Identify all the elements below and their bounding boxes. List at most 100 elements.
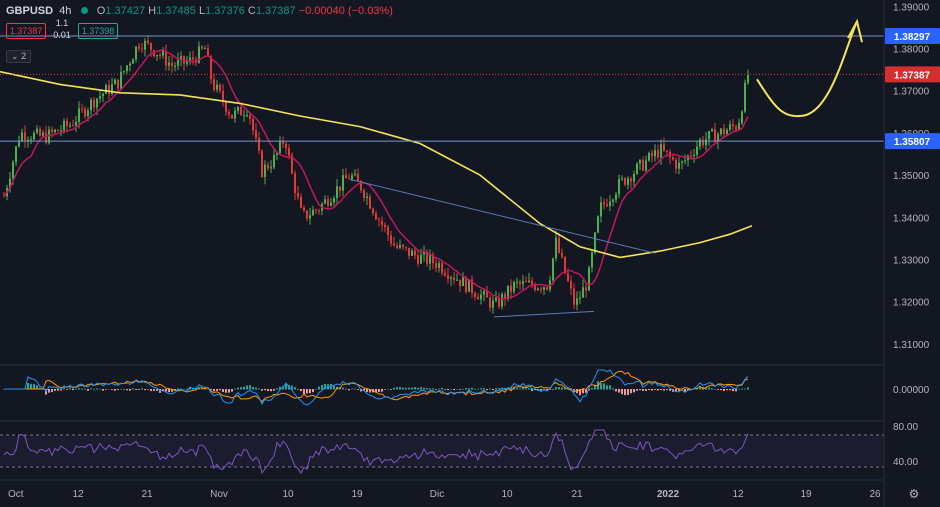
macd-histogram-bar [198, 387, 200, 390]
macd-histogram-bar [462, 388, 464, 390]
candle-body [399, 244, 401, 248]
macd-histogram-bar [648, 389, 650, 390]
sell-button[interactable]: 1.37387 [6, 23, 46, 39]
macd-histogram-bar [309, 389, 311, 394]
macd-histogram-bar [480, 388, 482, 390]
macd-histogram-bar [411, 387, 413, 390]
macd-histogram-bar [390, 389, 392, 390]
macd-histogram-bar [57, 389, 59, 391]
macd-histogram-bar [699, 387, 701, 390]
candle-body [315, 209, 317, 211]
time-tick-label: 2022 [657, 489, 680, 500]
candle-body [186, 61, 188, 64]
macd-histogram-bar [51, 389, 53, 393]
macd-histogram-bar [261, 389, 263, 391]
candle-body [456, 279, 458, 281]
candle-body [450, 277, 452, 279]
candle-body [678, 162, 680, 169]
level-price-tag [885, 133, 940, 150]
macd-histogram-bar [582, 389, 584, 394]
candle-body [630, 178, 632, 182]
macd-histogram-bar [333, 385, 335, 390]
macd-histogram-bar [666, 389, 668, 390]
low-value: 1.37376 [205, 5, 245, 17]
candle-body [270, 167, 272, 169]
macd-histogram-bar [600, 383, 602, 390]
macd-histogram-bar [633, 389, 635, 393]
macd-histogram-bar [702, 387, 704, 390]
candle-body [159, 54, 161, 56]
candle-body [336, 186, 338, 199]
candle-body [411, 250, 413, 256]
price-tick-label: 1.35000 [893, 171, 930, 182]
macd-histogram-bar [735, 389, 737, 392]
candle-body [345, 175, 347, 179]
candle-body [699, 139, 701, 147]
macd-histogram-bar [363, 389, 365, 391]
indicators-toggle[interactable]: ⌄ 2 [6, 50, 32, 63]
candle-body [738, 123, 740, 130]
candle-body [588, 267, 590, 291]
candle-body [648, 152, 650, 161]
macd-histogram-bar [627, 389, 629, 395]
macd-histogram-bar [120, 388, 122, 390]
candle-body [537, 288, 539, 291]
candle-body [198, 46, 200, 63]
macd-histogram-bar [318, 386, 320, 390]
candle-body [135, 46, 137, 60]
candle-body [696, 146, 698, 155]
macd-histogram-bar [591, 388, 593, 390]
candle-body [621, 177, 623, 179]
candle-body [528, 280, 530, 283]
macd-histogram-bar [189, 387, 191, 390]
macd-histogram-bar [252, 386, 254, 390]
macd-histogram-bar [678, 389, 680, 391]
macd-histogram-bar [684, 389, 686, 392]
macd-histogram-bar [717, 389, 719, 390]
candle-body [171, 62, 173, 67]
sell-price: 1.37387 [9, 26, 43, 36]
candle-body [144, 40, 146, 50]
close-value: 1.37387 [255, 5, 296, 17]
price-tick-label: 1.37000 [893, 87, 930, 98]
macd-histogram-bar [588, 389, 590, 391]
candle-body [276, 152, 278, 155]
candle-body [609, 201, 611, 206]
macd-histogram-bar [348, 389, 350, 391]
candle-body [534, 285, 536, 291]
candle-body [477, 296, 479, 300]
open-label: O [96, 5, 106, 17]
macd-histogram-bar [297, 389, 299, 390]
macd-histogram-bar [630, 389, 632, 394]
macd-histogram-bar [354, 388, 356, 390]
macd-histogram-bar [327, 384, 329, 390]
candle-body [327, 199, 329, 206]
candle-body [735, 126, 737, 130]
macd-histogram-bar [126, 389, 128, 391]
macd-histogram-bar [738, 388, 740, 390]
macd-histogram-bar [441, 387, 443, 390]
macd-histogram-bar [654, 389, 656, 390]
candle-body [240, 106, 242, 116]
macd-histogram-bar [300, 389, 302, 392]
buy-button[interactable]: 1.37398 [78, 23, 118, 39]
candle-body [462, 277, 464, 287]
candle-body [408, 247, 410, 256]
macd-histogram-bar [114, 389, 116, 391]
symbol-name[interactable]: GBPUSD [6, 5, 54, 17]
gear-icon[interactable]: ⚙ [909, 487, 920, 501]
spread-top: 1.1 [55, 18, 69, 28]
candle-body [372, 208, 374, 214]
candle-body [216, 84, 218, 90]
macd-histogram-bar [285, 383, 287, 390]
macd-histogram-bar [504, 387, 506, 390]
candle-body [117, 79, 119, 89]
candle-body [747, 75, 749, 83]
interval-label[interactable]: 4h [59, 5, 72, 17]
candle-body [618, 178, 620, 195]
candle-body [189, 57, 191, 62]
macd-histogram-bar [396, 387, 398, 390]
macd-histogram-bar [576, 389, 578, 394]
candle-body [222, 90, 224, 103]
